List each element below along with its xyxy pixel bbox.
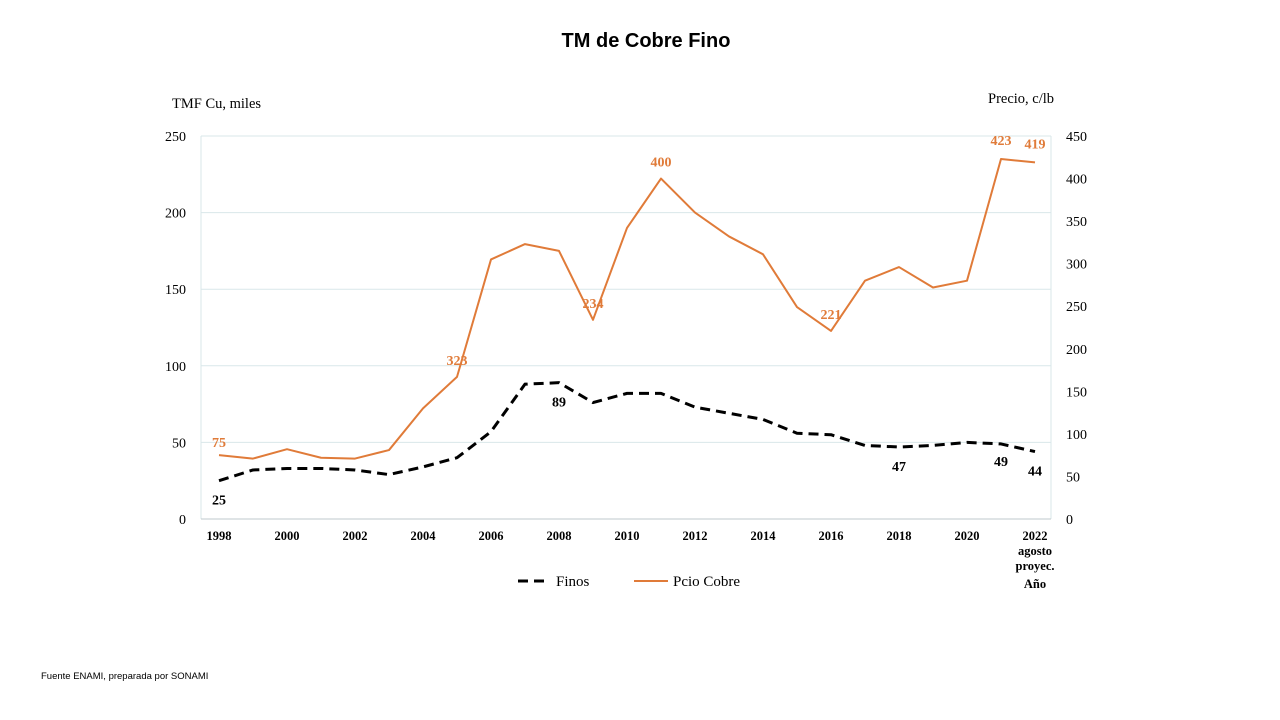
x-axis-title: Año: [1024, 577, 1046, 591]
y2-tick-label: 250: [1066, 300, 1087, 315]
y2-axis-title: Precio, c/lb: [988, 91, 1054, 107]
data-label-pcio-cobre: 234: [583, 297, 604, 312]
x-tick-label: 2018: [887, 529, 912, 543]
data-labels: 25 89 47 49 44 75 323 234 400 221 423 419: [212, 134, 1046, 509]
x-tick-label: 2010: [615, 529, 640, 543]
x-tick-label: 2002: [343, 529, 368, 543]
y2-tick-label: 50: [1066, 470, 1080, 485]
x-tick-label: 2012: [683, 529, 708, 543]
series: [218, 157, 1036, 483]
y-axis-title: TMF Cu, miles: [172, 96, 261, 112]
legend: Finos Pcio Cobre: [518, 574, 740, 590]
chart-title: TM de Cobre Fino: [561, 30, 731, 52]
y2-tick-label: 450: [1066, 130, 1087, 145]
x-tick-label: 2008: [547, 529, 572, 543]
data-label-finos: 47: [892, 460, 906, 475]
data-label-finos: 89: [552, 396, 566, 411]
x-tick-label: 2020: [955, 529, 980, 543]
data-label-pcio-cobre: 423: [991, 134, 1012, 149]
y2-tick-label: 300: [1066, 258, 1087, 273]
data-label-finos: 25: [212, 494, 226, 509]
y2-tick-label: 150: [1066, 385, 1087, 400]
x-tick-label: 2000: [275, 529, 300, 543]
y2-tick-label: 400: [1066, 173, 1087, 188]
y2-tick-label: 100: [1066, 428, 1087, 443]
y2-tick-label: 0: [1066, 513, 1073, 528]
series-line-finos: [218, 381, 1036, 483]
x-tick-label: 2014: [751, 529, 777, 543]
axes: 0 50 100 150 200 250 0 50 100 150 200 250 300 350 400 4…: [165, 91, 1087, 591]
y-tick-label: 50: [172, 436, 186, 451]
legend-label-pcio-cobre: Pcio Cobre: [673, 574, 740, 590]
y-tick-label: 150: [165, 283, 186, 298]
x-tick-label: 2016: [819, 529, 844, 543]
x-tick-label: agosto: [1018, 544, 1052, 558]
data-label-finos: 44: [1028, 465, 1042, 480]
x-tick-label: 1998: [207, 529, 232, 543]
data-label-finos: 49: [994, 455, 1008, 470]
data-label-pcio-cobre: 400: [651, 156, 672, 171]
x-tick-label: 2022: [1023, 529, 1048, 543]
data-label-pcio-cobre: 419: [1025, 137, 1046, 152]
data-label-pcio-cobre: 323: [447, 354, 468, 369]
source-note: Fuente ENAMI, preparada por SONAMI: [41, 671, 209, 682]
legend-label-finos: Finos: [556, 574, 590, 590]
data-label-pcio-cobre: 75: [212, 436, 226, 451]
y2-tick-label: 350: [1066, 215, 1087, 230]
series-line-pcio-cobre: [218, 157, 1036, 460]
y-tick-label: 250: [165, 130, 186, 145]
x-tick-label: 2006: [479, 529, 504, 543]
gridlines: [200, 135, 1052, 519]
y-tick-label: 100: [165, 360, 186, 375]
data-label-pcio-cobre: 221: [821, 308, 842, 323]
x-tick-label: 2004: [411, 529, 437, 543]
y2-tick-label: 200: [1066, 343, 1087, 358]
x-tick-label: proyec.: [1016, 559, 1055, 573]
y-tick-label: 0: [179, 513, 186, 528]
y-tick-label: 200: [165, 207, 186, 222]
